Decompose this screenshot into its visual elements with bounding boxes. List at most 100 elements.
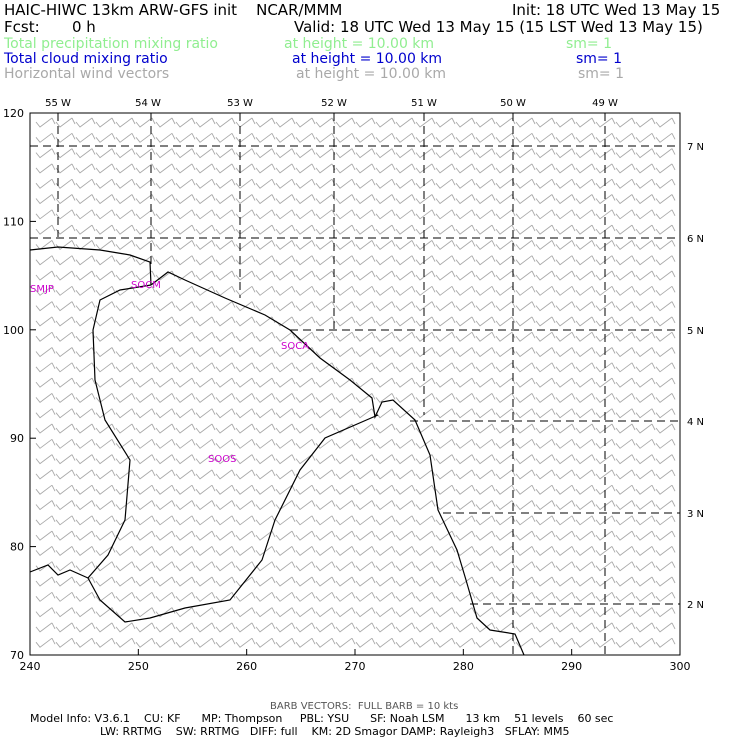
wind-barb: [335, 393, 356, 404]
wind-barb: [115, 454, 136, 465]
wind-barb: [35, 408, 56, 419]
wind-barb: [355, 393, 376, 404]
wind-barb: [255, 393, 276, 404]
region-label-smjp: SMJP: [30, 284, 54, 295]
wind-barb: [295, 622, 316, 633]
wind-barb: [275, 178, 296, 189]
wind-barb: [115, 316, 136, 327]
wind-barb: [655, 316, 676, 327]
border-suriname-guiana: [87, 284, 379, 623]
wind-barb: [75, 194, 96, 205]
wind-barb: [135, 607, 156, 618]
wind-barb: [95, 285, 116, 296]
wind-barb: [175, 530, 196, 541]
wind-barb: [435, 546, 456, 557]
wind-barb: [535, 377, 556, 388]
wind-barb: [235, 132, 256, 143]
wind-barb: [535, 301, 556, 312]
wind-barb: [455, 591, 476, 602]
wind-barb: [655, 438, 676, 449]
wind-barb: [195, 347, 216, 358]
wind-barb: [75, 301, 96, 312]
wind-barb: [135, 194, 156, 205]
wind-barb: [335, 484, 356, 495]
wind-barb: [635, 194, 656, 205]
wind-barb: [115, 561, 136, 572]
wind-barb: [595, 285, 616, 296]
wind-barb: [55, 163, 76, 174]
wind-barb: [395, 393, 416, 404]
wind-barb: [555, 132, 576, 143]
wind-barb: [215, 316, 236, 327]
model-info-line1: Model Info: V3.6.1 CU: KF MP: Thompson P…: [30, 712, 614, 725]
wind-barb: [375, 255, 396, 266]
wind-barb: [515, 285, 536, 296]
wind-barb: [335, 316, 356, 327]
field-cloud-sm: sm= 1: [576, 51, 623, 67]
wind-barb: [395, 148, 416, 159]
valid-time: Valid: 18 UTC Wed 13 May 15 (15 LST Wed …: [294, 18, 703, 36]
wind-barb: [275, 132, 296, 143]
wind-barb: [295, 255, 316, 266]
wind-barb: [395, 163, 416, 174]
wind-barb: [395, 546, 416, 557]
wind-barb: [555, 240, 576, 251]
wind-barb: [595, 194, 616, 205]
wind-barb: [395, 576, 416, 587]
wind-barb: [175, 515, 196, 526]
wind-barb: [215, 484, 236, 495]
wind-barb: [595, 530, 616, 541]
wind-barb: [515, 500, 536, 511]
wind-barb: [95, 148, 116, 159]
wind-barb: [295, 148, 316, 159]
wind-barb: [415, 454, 436, 465]
wind-barb: [635, 178, 656, 189]
wind-barb: [355, 194, 376, 205]
wind-barb: [255, 148, 276, 159]
wind-barb: [75, 362, 96, 373]
wind-barb: [415, 362, 436, 373]
init-time: Init: 18 UTC Wed 13 May 15: [512, 1, 721, 19]
wind-barb: [195, 393, 216, 404]
wind-barb: [355, 408, 376, 419]
wind-barb: [655, 377, 676, 388]
wind-barb: [115, 132, 136, 143]
wind-barb: [335, 561, 356, 572]
wind-barb: [415, 561, 436, 572]
wind-barb: [315, 285, 336, 296]
wind-barb: [355, 484, 376, 495]
wind-barb: [295, 607, 316, 618]
wind-barb: [115, 622, 136, 633]
wind-barb: [415, 255, 436, 266]
wind-barb: [135, 224, 156, 235]
wind-barb: [255, 301, 276, 312]
wind-barb: [515, 576, 536, 587]
wind-barb: [215, 194, 236, 205]
wind-barb: [95, 255, 116, 266]
wind-barb: [335, 148, 356, 159]
wind-barb: [175, 148, 196, 159]
wind-barb: [35, 637, 56, 648]
wind-barb: [195, 637, 216, 648]
wind-barb: [275, 423, 296, 434]
wind-barb: [255, 530, 276, 541]
wind-barb: [115, 331, 136, 342]
wind-barb: [355, 423, 376, 434]
wind-barb: [395, 347, 416, 358]
wind-barb: [455, 194, 476, 205]
wind-barb: [535, 331, 556, 342]
wind-barb: [335, 500, 356, 511]
wind-barb: [255, 515, 276, 526]
wind-barb: [375, 423, 396, 434]
wind-barb: [375, 331, 396, 342]
forecast-value: 0 h: [72, 18, 96, 36]
wind-barb: [195, 362, 216, 373]
wind-barb: [115, 255, 136, 266]
wind-barb: [575, 530, 596, 541]
wind-barb: [655, 194, 676, 205]
wind-barb: [495, 163, 516, 174]
wind-barb: [95, 178, 116, 189]
wind-barb: [275, 331, 296, 342]
wind-barb: [415, 438, 436, 449]
wind-barb: [575, 607, 596, 618]
